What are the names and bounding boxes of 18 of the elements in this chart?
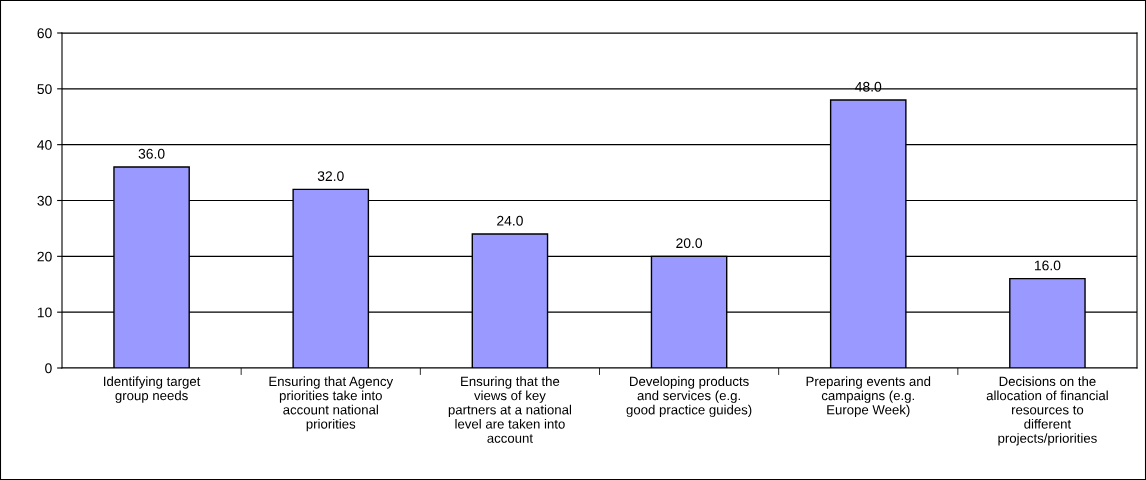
data-label: 36.0	[138, 148, 165, 159]
x-tick-label: Developing products and services (e.g. good practice guides)	[626, 376, 752, 418]
y-tick-label: 40	[37, 140, 52, 150]
y-tick-label: 0	[45, 363, 52, 374]
x-tick-label: Ensuring that the views of key partners at a national level are taken into account	[448, 376, 572, 443]
x-tick-label: Decisions on the allocation of financial resources to different projects/priorities	[986, 376, 1108, 446]
x-tick-label: Preparing events and campaigns (e.g. Europe Week)	[806, 376, 931, 418]
y-tick-label: 30	[37, 195, 52, 206]
data-label: 20.0	[676, 238, 703, 249]
y-tick-label: 50	[37, 84, 52, 94]
x-tick-label: Ensuring that Agency priorities take into account national priorities	[269, 376, 394, 432]
y-tick-label: 20	[37, 251, 52, 262]
data-label: 24.0	[497, 215, 523, 226]
x-tick-label: Identifying target group needs	[104, 376, 201, 403]
y-tick-label: 10	[37, 307, 52, 318]
data-label: 16.0	[1034, 260, 1061, 271]
data-label: 32.0	[317, 171, 344, 182]
y-tick-label: 60	[37, 28, 52, 39]
